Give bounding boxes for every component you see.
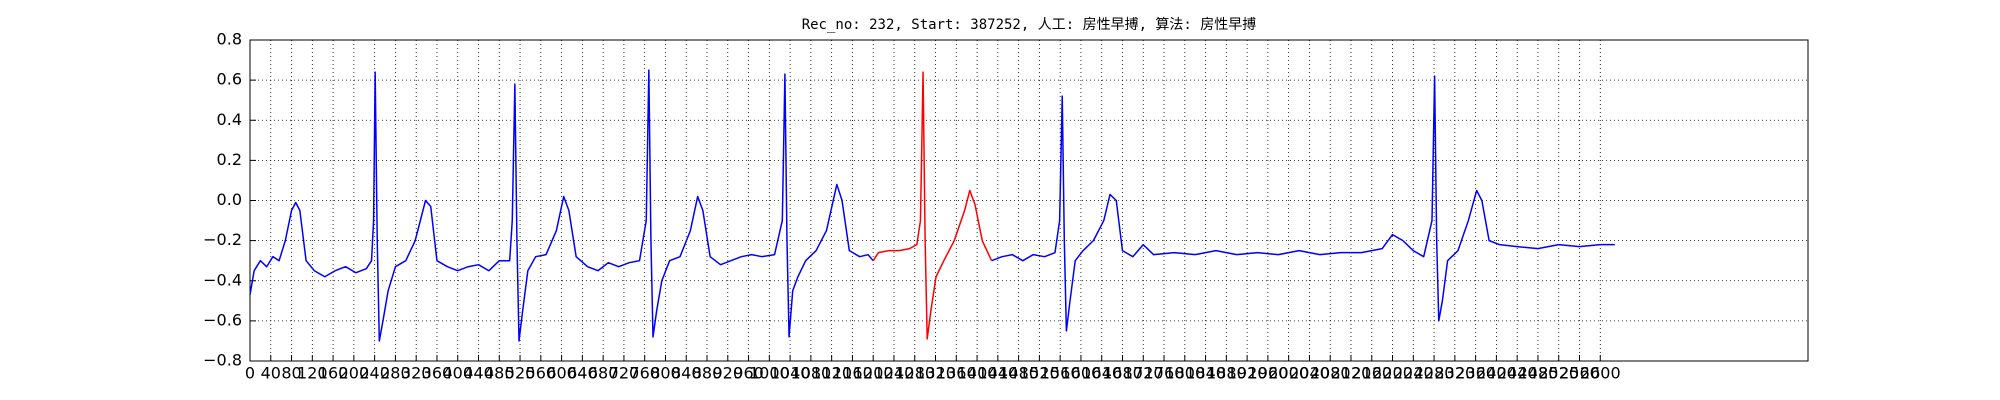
- x-tick-label: 1760: [1144, 364, 1185, 383]
- x-tick-label: 1120: [811, 364, 852, 383]
- x-tick-label: 1440: [977, 364, 1018, 383]
- x-tick-label: 2120: [1331, 364, 1372, 383]
- x-tick-label: 2360: [1455, 364, 1496, 383]
- x-tick-label: 1880: [1206, 364, 1247, 383]
- x-tick-label: 2000: [1268, 364, 1309, 383]
- x-tick-label: 360: [422, 364, 453, 383]
- x-tick-label: 800: [650, 364, 681, 383]
- x-tick-label: 720: [609, 364, 640, 383]
- x-tick-label: 2440: [1497, 364, 1538, 383]
- x-tick-label: 1840: [1185, 364, 1226, 383]
- x-tick-label: 280: [380, 364, 411, 383]
- x-tick-label: 1640: [1081, 364, 1122, 383]
- x-tick-label: 2200: [1372, 364, 1413, 383]
- x-tick-label: 1600: [1061, 364, 1102, 383]
- x-tick-label: 1240: [874, 364, 915, 383]
- x-tick-label: 160: [318, 364, 349, 383]
- x-tick-label: 2320: [1434, 364, 1475, 383]
- x-tick-label: 2400: [1476, 364, 1517, 383]
- x-tick-label: 560: [526, 364, 557, 383]
- x-tick-label: 1200: [853, 364, 894, 383]
- y-tick-label: −0.4: [203, 270, 242, 289]
- x-tick-label: 400: [442, 364, 473, 383]
- x-tick-label: 2560: [1559, 364, 1600, 383]
- y-tick-label: −0.2: [203, 230, 242, 249]
- x-tick-label: 1160: [832, 364, 873, 383]
- x-tick-label: 1720: [1123, 364, 1164, 383]
- y-tick-label: 0.0: [217, 190, 242, 209]
- ecg-line: [872, 71, 993, 340]
- x-tick-label: 2520: [1538, 364, 1579, 383]
- x-tick-label: 760: [629, 364, 660, 383]
- x-tick-label: 0: [245, 364, 255, 383]
- x-tick-label: 2040: [1289, 364, 1330, 383]
- x-tick-label: 2240: [1393, 364, 1434, 383]
- x-tick-label: 2080: [1310, 364, 1351, 383]
- x-tick-label: 960: [733, 364, 764, 383]
- x-tick-label: 600: [546, 364, 577, 383]
- x-tick-label: 1920: [1227, 364, 1268, 383]
- x-tick-label: 1280: [894, 364, 935, 383]
- y-tick-label: 0.2: [217, 150, 242, 169]
- x-tick-label: 240: [359, 364, 390, 383]
- y-tick-label: 0.4: [217, 110, 242, 129]
- x-tick-label: 880: [692, 364, 723, 383]
- x-tick-label: 320: [401, 364, 432, 383]
- x-tick-label: 1800: [1164, 364, 1205, 383]
- x-tick-label: 1960: [1248, 364, 1289, 383]
- x-tick-label: 1680: [1102, 364, 1143, 383]
- x-tick-label: 640: [567, 364, 598, 383]
- x-tick-label: 1320: [915, 364, 956, 383]
- x-tick-label: 1520: [1019, 364, 1060, 383]
- x-tick-label: 2280: [1414, 364, 1455, 383]
- x-tick-label: 2160: [1351, 364, 1392, 383]
- x-tick-label: 1360: [936, 364, 977, 383]
- x-tick-label: 1040: [770, 364, 811, 383]
- y-tick-label: −0.6: [203, 310, 242, 329]
- x-tick-label: 2480: [1518, 364, 1559, 383]
- x-tick-label: 1480: [998, 364, 1039, 383]
- x-tick-label: 480: [484, 364, 515, 383]
- x-tick-label: 120: [297, 364, 328, 383]
- x-tick-label: 1560: [1040, 364, 1081, 383]
- x-tick-label: 440: [463, 364, 494, 383]
- x-tick-label: 840: [671, 364, 702, 383]
- x-tick-label: 1400: [957, 364, 998, 383]
- x-tick-label: 920: [713, 364, 744, 383]
- x-tick-label: 2600: [1580, 364, 1621, 383]
- x-tick-label: 680: [588, 364, 619, 383]
- y-tick-label: −0.8: [203, 351, 242, 370]
- ecg-line: [249, 69, 1615, 342]
- y-tick-label: 0.6: [217, 70, 242, 89]
- x-tick-label: 520: [505, 364, 536, 383]
- x-tick-label: 1000: [749, 364, 790, 383]
- x-tick-label: 200: [339, 364, 370, 383]
- x-tick-label: 80: [281, 364, 301, 383]
- x-tick-label: 40: [261, 364, 281, 383]
- chart-title: Rec_no: 232, Start: 387252, 人工: 房性早搏, 算法…: [802, 16, 1257, 33]
- x-tick-label: 1080: [791, 364, 832, 383]
- y-tick-label: 0.8: [217, 30, 242, 49]
